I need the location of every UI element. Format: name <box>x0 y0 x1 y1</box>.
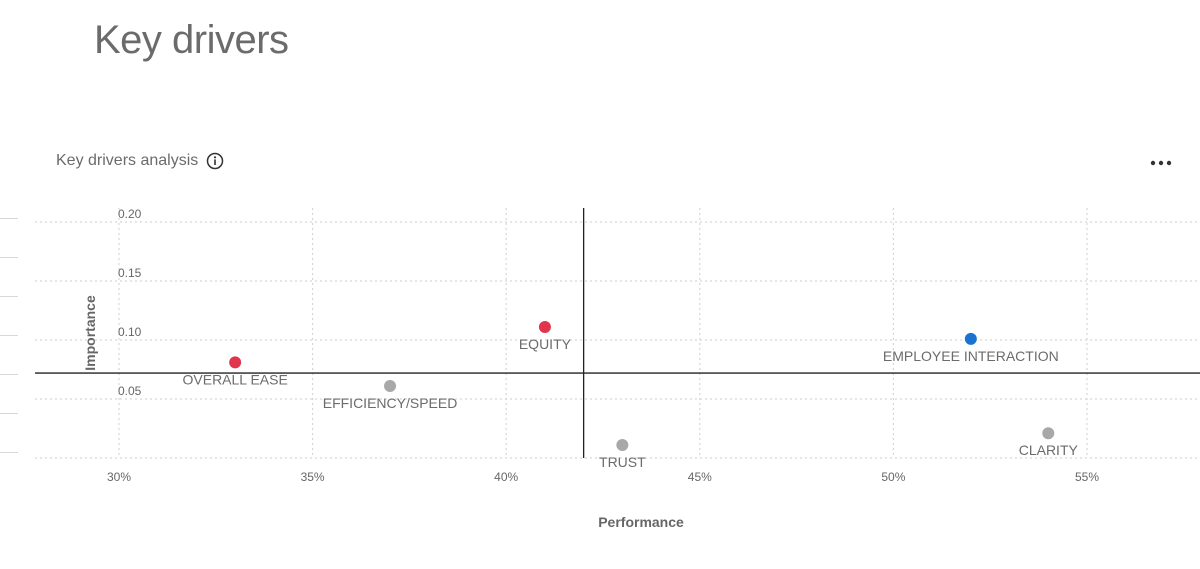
data-point <box>964 332 977 345</box>
grid <box>35 208 1200 459</box>
more-horizontal-icon <box>1150 160 1172 166</box>
data-point-label: EFFICIENCY/SPEED <box>323 395 458 411</box>
data-points: OVERALL EASE EFFICIENCY/SPEED EQUITY TRUST E… <box>183 321 1079 470</box>
y-tick-label: 0.20 <box>118 207 142 221</box>
x-tick-label: 45% <box>688 470 712 484</box>
data-point <box>229 356 242 369</box>
x-tick-label: 55% <box>1075 470 1099 484</box>
info-circle-icon[interactable] <box>206 152 224 170</box>
data-point-label: EMPLOYEE INTERACTION <box>883 348 1059 364</box>
left-edge-ticks <box>0 218 18 498</box>
tick-labels: 0.05 0.10 0.15 0.20 30% 35% 40% 45% 50% 55% <box>107 207 1099 484</box>
y-tick-label: 0.15 <box>118 266 142 280</box>
x-tick-label: 30% <box>107 470 131 484</box>
page-title: Key drivers <box>94 18 289 62</box>
card-header: Key drivers analysis <box>56 152 224 170</box>
data-point <box>538 321 551 334</box>
x-tick-label: 50% <box>881 470 905 484</box>
data-point <box>616 439 629 452</box>
data-point-label: CLARITY <box>1019 442 1079 458</box>
scatter-chart: 0.05 0.10 0.15 0.20 30% 35% 40% 45% 50% 55% OVERA… <box>35 207 1200 530</box>
card-title: Key drivers analysis <box>56 152 199 169</box>
x-tick-label: 35% <box>301 470 325 484</box>
x-axis-label: Performance <box>598 514 684 530</box>
data-point <box>1042 427 1055 440</box>
data-point <box>384 380 397 393</box>
data-point-label: TRUST <box>599 454 646 470</box>
data-point-label: EQUITY <box>519 336 572 352</box>
quadrant-axes <box>35 208 1200 458</box>
y-tick-label: 0.05 <box>118 384 142 398</box>
x-tick-label: 40% <box>494 470 518 484</box>
more-options-button[interactable] <box>1146 152 1176 174</box>
y-axis-label: Importance <box>82 295 98 371</box>
data-point-label: OVERALL EASE <box>183 371 288 387</box>
y-tick-label: 0.10 <box>118 325 142 339</box>
